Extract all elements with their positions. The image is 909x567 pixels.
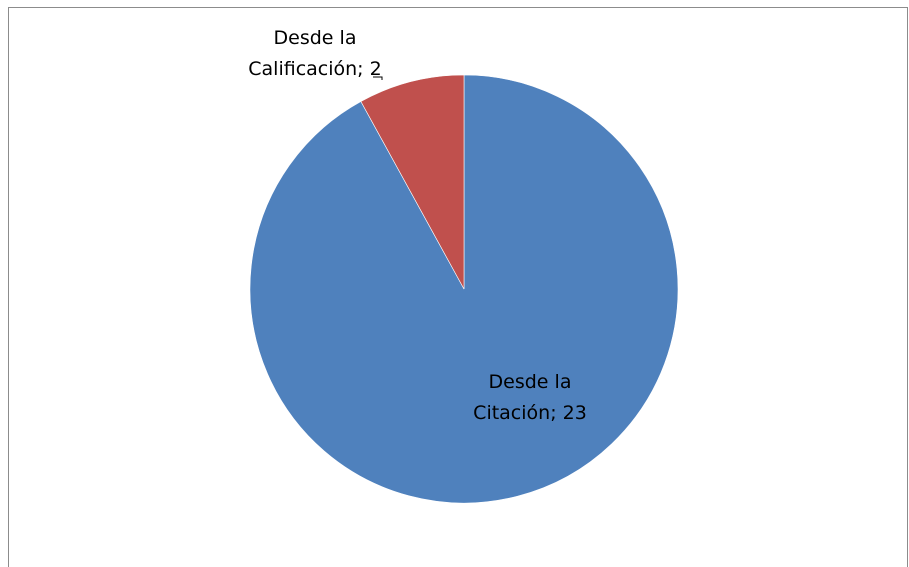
data-label-line: Desde la: [489, 371, 572, 393]
data-label-line: Calificación; 2: [248, 58, 381, 80]
data-label-citacion: Desde la Citación; 23: [473, 371, 587, 424]
data-label-line: Desde la: [274, 27, 357, 49]
data-label-calificacion: Desde la Calificación; 2: [248, 27, 381, 80]
pie-slice-calificacion: [360, 74, 465, 290]
data-label-line: Citación; 23: [473, 402, 587, 424]
label-leader-line: [373, 76, 383, 80]
chart-area: [8, 7, 908, 567]
pie-slice-citacion: [249, 74, 679, 504]
